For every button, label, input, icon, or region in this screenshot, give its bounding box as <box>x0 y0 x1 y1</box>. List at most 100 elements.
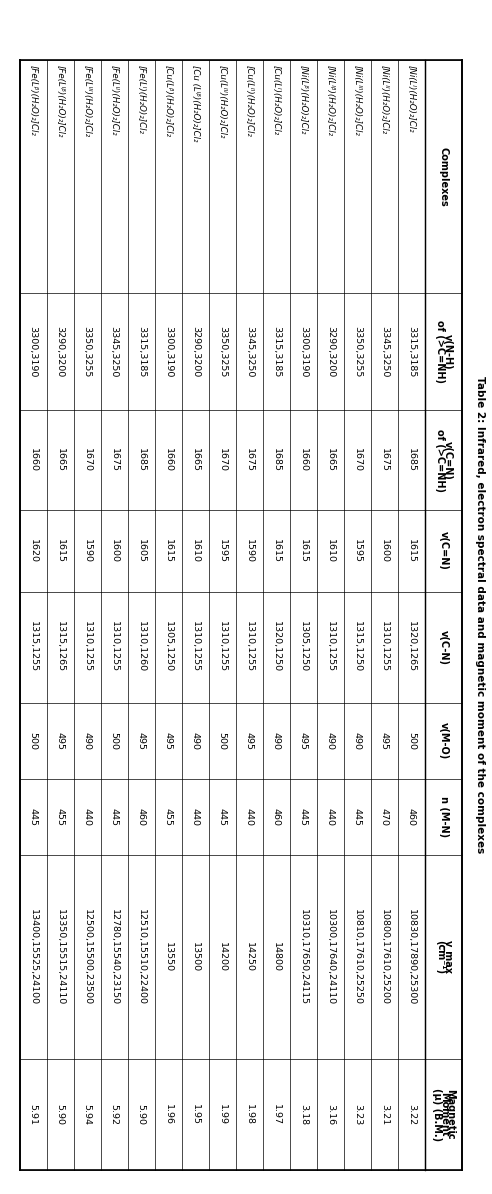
Text: 1615: 1615 <box>272 538 281 562</box>
Text: 500: 500 <box>407 732 416 750</box>
Text: (μ) (B.M.): (μ) (B.M.) <box>432 1088 442 1141</box>
Text: 3350,3255: 3350,3255 <box>83 326 92 377</box>
Text: 1310,1255: 1310,1255 <box>218 622 227 672</box>
Text: 1620: 1620 <box>29 538 38 562</box>
Text: 1660: 1660 <box>299 448 308 472</box>
Text: 1.99: 1.99 <box>218 1104 227 1125</box>
Text: 1670: 1670 <box>353 448 362 472</box>
Text: 495: 495 <box>245 732 254 750</box>
Text: 495: 495 <box>56 732 64 750</box>
Text: 440: 440 <box>191 807 200 825</box>
Text: v_max: v_max <box>442 940 453 974</box>
Text: 1.95: 1.95 <box>191 1104 200 1125</box>
Text: n (M-N): n (M-N) <box>439 796 449 837</box>
Text: [Ni(Lᵝ)(H₂O)₂]Cl₂: [Ni(Lᵝ)(H₂O)₂]Cl₂ <box>299 66 308 135</box>
Text: 1685: 1685 <box>137 448 146 472</box>
Text: (cm⁻¹): (cm⁻¹) <box>435 940 445 974</box>
Text: 1.97: 1.97 <box>272 1104 281 1125</box>
Text: 440: 440 <box>83 807 92 825</box>
Text: 1670: 1670 <box>218 448 227 472</box>
Text: [Fe(Lᴵᴵᴵ)(H₂O)₂]Cl₂: [Fe(Lᴵᴵᴵ)(H₂O)₂]Cl₂ <box>83 66 92 137</box>
Text: 1310,1255: 1310,1255 <box>191 622 200 672</box>
Text: [Ni(Lᴵᴵ)(H₂O)₂]Cl₂: [Ni(Lᴵᴵ)(H₂O)₂]Cl₂ <box>380 66 389 135</box>
Text: 445: 445 <box>29 807 38 825</box>
Text: 1675: 1675 <box>110 448 119 472</box>
Text: 1590: 1590 <box>83 538 92 562</box>
Text: 12500,15500,23500: 12500,15500,23500 <box>83 909 92 1005</box>
Text: 1675: 1675 <box>380 448 389 472</box>
Text: 3345,3250: 3345,3250 <box>110 326 119 377</box>
Text: 10800,17610,25200: 10800,17610,25200 <box>380 909 389 1005</box>
Text: 1310,1255: 1310,1255 <box>83 622 92 672</box>
Text: 1615: 1615 <box>299 538 308 562</box>
Text: [Fe(Lᴵᴵ)(H₂O)₂]Cl₂: [Fe(Lᴵᴵ)(H₂O)₂]Cl₂ <box>110 66 119 136</box>
Text: 3.16: 3.16 <box>326 1104 335 1125</box>
Text: 1315,1265: 1315,1265 <box>56 622 64 672</box>
Text: 1615: 1615 <box>407 538 416 562</box>
Text: 445: 445 <box>299 807 308 825</box>
Text: 13350,15515,24110: 13350,15515,24110 <box>56 909 64 1005</box>
Text: 5.94: 5.94 <box>83 1104 92 1125</box>
Text: 1615: 1615 <box>56 538 64 562</box>
Text: 455: 455 <box>164 807 173 825</box>
Text: 1310,1255: 1310,1255 <box>326 622 335 672</box>
Text: 3.18: 3.18 <box>299 1104 308 1125</box>
Text: [Cu(Lᵝ)(H₂O)₂]Cl₂: [Cu(Lᵝ)(H₂O)₂]Cl₂ <box>164 66 173 137</box>
Text: 1610: 1610 <box>191 538 200 562</box>
Text: 1305,1250: 1305,1250 <box>299 622 308 672</box>
Text: 3290,3200: 3290,3200 <box>326 326 335 377</box>
Text: 5.90: 5.90 <box>137 1104 146 1125</box>
Text: v(N-H): v(N-H) <box>442 334 453 370</box>
Text: 440: 440 <box>245 807 254 825</box>
Text: 460: 460 <box>272 807 281 825</box>
Text: v(C=N): v(C=N) <box>439 531 449 570</box>
Text: [Fe(Lᵝ)(H₂O)₂]Cl₂: [Fe(Lᵝ)(H₂O)₂]Cl₂ <box>29 66 38 136</box>
Text: 3300,3190: 3300,3190 <box>29 326 38 377</box>
Text: 13400,15525,24100: 13400,15525,24100 <box>29 909 38 1005</box>
Text: 10830,17890,25300: 10830,17890,25300 <box>407 909 416 1005</box>
Text: [Fe(Lᴵ)(H₂O)₂]Cl₂: [Fe(Lᴵ)(H₂O)₂]Cl₂ <box>137 66 146 134</box>
Text: 1665: 1665 <box>326 448 335 472</box>
Text: 490: 490 <box>353 732 362 750</box>
Text: 5.92: 5.92 <box>110 1104 119 1125</box>
Text: 445: 445 <box>110 807 119 825</box>
Text: 3315,3185: 3315,3185 <box>272 326 281 377</box>
Text: 3345,3250: 3345,3250 <box>245 326 254 377</box>
Text: 500: 500 <box>218 732 227 750</box>
Text: 1660: 1660 <box>164 448 173 472</box>
Text: 3.21: 3.21 <box>380 1104 389 1125</box>
Text: 470: 470 <box>380 807 389 825</box>
Text: 500: 500 <box>29 732 38 750</box>
Text: 3315,3185: 3315,3185 <box>137 326 146 377</box>
Text: 490: 490 <box>83 732 92 750</box>
Text: 10310,17650,24115: 10310,17650,24115 <box>299 909 308 1005</box>
Text: 440: 440 <box>326 807 335 825</box>
Text: 1665: 1665 <box>191 448 200 472</box>
Text: [Cu(Lᴵᴵᴵ)(H₂O)₂]Cl₂: [Cu(Lᴵᴵᴵ)(H₂O)₂]Cl₂ <box>218 66 227 139</box>
Text: 13500: 13500 <box>191 942 200 972</box>
Text: 490: 490 <box>191 732 200 750</box>
Text: 3290,3200: 3290,3200 <box>191 326 200 377</box>
Text: 1595: 1595 <box>218 538 227 562</box>
Text: 460: 460 <box>137 807 146 825</box>
Text: 3300,3190: 3300,3190 <box>299 326 308 377</box>
Text: 1615: 1615 <box>164 538 173 562</box>
Text: 1670: 1670 <box>83 448 92 472</box>
Text: 13550: 13550 <box>164 942 173 972</box>
Text: 1320,1265: 1320,1265 <box>407 622 416 672</box>
Text: 1685: 1685 <box>272 448 281 472</box>
Text: Moment: Moment <box>439 1093 449 1137</box>
Text: 5.90: 5.90 <box>56 1104 64 1125</box>
Text: 1610: 1610 <box>326 538 335 562</box>
Text: of (>C=NH): of (>C=NH) <box>435 320 445 383</box>
Text: 1590: 1590 <box>245 538 254 562</box>
Text: 1685: 1685 <box>407 448 416 472</box>
Text: 1.96: 1.96 <box>164 1104 173 1125</box>
Text: [Cu (Lᴵᵝ)(H₂O)₂]Cl₂: [Cu (Lᴵᵝ)(H₂O)₂]Cl₂ <box>191 66 200 142</box>
Text: 1315,1255: 1315,1255 <box>29 622 38 672</box>
Text: 1310,1255: 1310,1255 <box>245 622 254 672</box>
Text: 495: 495 <box>380 732 389 750</box>
Text: 3345,3250: 3345,3250 <box>380 326 389 377</box>
Text: 1305,1250: 1305,1250 <box>164 622 173 672</box>
Text: 455: 455 <box>56 807 64 825</box>
